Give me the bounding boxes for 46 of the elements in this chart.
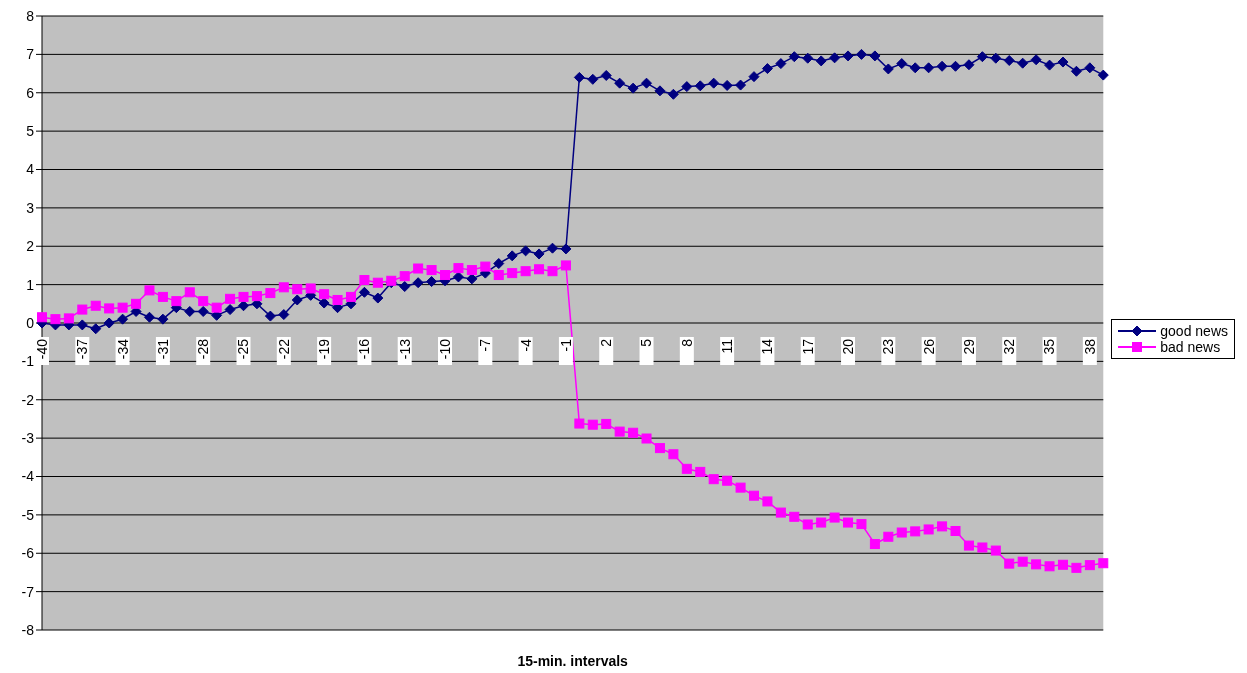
x-tick-label: -13	[396, 338, 413, 360]
x-tick-label: -31	[154, 338, 171, 360]
y-tick-label: -5	[21, 506, 35, 523]
y-tick-label: 3	[26, 199, 35, 216]
y-tick-label: 6	[26, 84, 35, 101]
y-tick-label: -2	[21, 391, 35, 408]
x-tick-label: -4	[517, 338, 534, 352]
x-tick-label: -37	[74, 338, 91, 360]
y-tick-label: 1	[26, 276, 35, 293]
y-tick-label: 7	[26, 46, 35, 63]
x-tick-label: 29	[960, 338, 977, 355]
x-tick-label: -1	[557, 338, 574, 352]
y-tick-label: -4	[21, 468, 35, 485]
x-tick-label: -25	[235, 338, 252, 360]
y-tick-label: 0	[26, 314, 35, 331]
y-tick-label: -7	[21, 583, 35, 600]
x-tick-label: 38	[1081, 338, 1098, 355]
y-tick-label: -8	[21, 621, 35, 638]
x-tick-label: -28	[195, 338, 212, 360]
x-tick-label: 11	[719, 338, 736, 354]
x-tick-label: 5	[638, 338, 655, 347]
x-tick-label: 26	[920, 338, 937, 355]
x-tick-label: 17	[799, 338, 816, 355]
y-tick-label: 5	[26, 123, 35, 140]
x-tick-label: 35	[1041, 338, 1058, 355]
x-tick-label: -22	[275, 338, 292, 360]
x-tick-label: -40	[33, 338, 50, 360]
x-tick-label: 20	[839, 338, 856, 355]
x-tick-label: 8	[678, 338, 695, 347]
y-tick-label: 4	[26, 161, 35, 178]
x-axis-title: 15-min. intervals	[517, 653, 629, 669]
x-tick-label: 32	[1001, 338, 1018, 355]
x-tick-label: -7	[477, 338, 494, 352]
y-tick-label: -3	[21, 430, 35, 447]
legend-label: good news	[1160, 323, 1228, 339]
legend-label: bad news	[1160, 339, 1221, 355]
x-tick-label: 14	[759, 338, 776, 355]
x-tick-label: -16	[356, 338, 373, 360]
x-tick-label: 2	[598, 338, 615, 347]
x-tick-label: -10	[436, 338, 453, 360]
y-tick-label: 8	[26, 7, 35, 24]
x-tick-label: -19	[316, 338, 333, 360]
x-tick-label: -34	[114, 338, 131, 360]
x-tick-label: 23	[880, 338, 897, 355]
y-tick-label: -6	[21, 545, 35, 562]
y-tick-label: 2	[26, 238, 35, 255]
